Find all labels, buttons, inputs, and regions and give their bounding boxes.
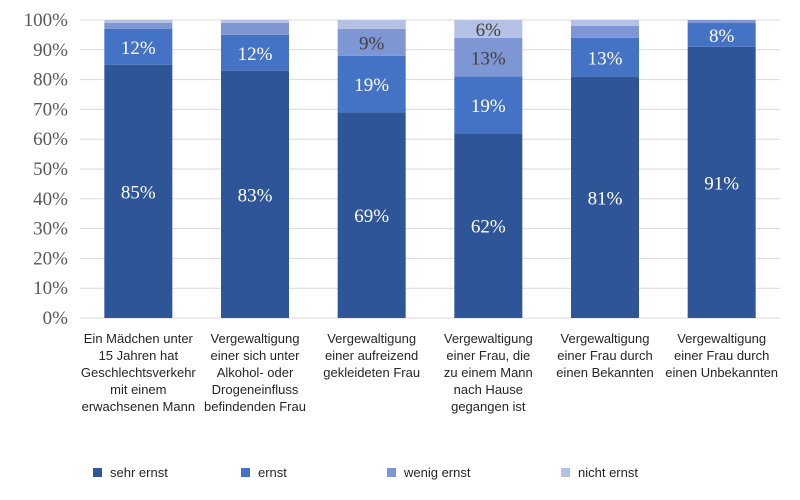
x-category-label: Vergewaltigung einer sich unter Alkohol- o… xyxy=(204,331,306,414)
data-label: 81% xyxy=(588,188,623,209)
data-label: 19% xyxy=(354,75,389,96)
y-tick-label: 80% xyxy=(33,70,68,91)
gridlines xyxy=(80,19,780,319)
x-category-label: Vergewaltigung einer Frau durch einen Beka… xyxy=(556,331,654,380)
data-label: 13% xyxy=(588,48,623,69)
legend-label: nicht ernst xyxy=(578,465,638,480)
x-category-label: Vergewaltigung einer Frau, die zu einem Ma… xyxy=(444,331,533,414)
legend-swatch xyxy=(561,468,570,477)
x-axis: Ein Mädchen unter 15 Jahren hat Geschlecht… xyxy=(81,331,778,414)
bar-segment xyxy=(454,133,523,318)
bar-segment xyxy=(221,22,289,35)
legend-label: ernst xyxy=(258,465,287,480)
data-label: 6% xyxy=(476,20,502,41)
bar-segment xyxy=(104,20,173,23)
bars: 85% 12% 83% 12% 69% 19% 9% 62% 19% 13% 6% 81% 13% 91%… xyxy=(104,20,756,319)
bar-segment xyxy=(571,76,639,319)
bar-segment xyxy=(221,34,289,71)
x-category-label: Vergewaltigung einer aufreizend gekleidete… xyxy=(323,331,420,380)
x-category-label: Ein Mädchen unter 15 Jahren hat Geschlecht… xyxy=(81,331,197,414)
data-label: 83% xyxy=(238,185,273,206)
y-tick-label: 30% xyxy=(33,219,68,240)
legend-swatch xyxy=(93,468,102,477)
data-label: 9% xyxy=(359,33,385,54)
data-label: 8% xyxy=(709,26,735,47)
y-tick-label: 0% xyxy=(43,308,69,329)
bar-segment xyxy=(687,46,756,318)
y-tick-label: 40% xyxy=(33,189,68,210)
y-tick-label: 100% xyxy=(24,10,69,31)
x-category-label: Vergewaltigung einer Frau durch einen Unbe… xyxy=(665,331,778,380)
bar-segment xyxy=(571,25,639,38)
bar-segment xyxy=(104,22,173,29)
bar-segment xyxy=(571,37,639,77)
y-tick-label: 50% xyxy=(33,159,68,180)
legend-swatch xyxy=(241,468,250,477)
data-label: 12% xyxy=(121,38,156,59)
bar-segment xyxy=(104,28,173,65)
data-label: 19% xyxy=(471,96,506,117)
bar-segment xyxy=(454,76,523,134)
y-tick-label: 90% xyxy=(33,40,68,61)
y-tick-label: 70% xyxy=(33,99,68,120)
bar-segment xyxy=(221,70,289,318)
legend-label: wenig ernst xyxy=(403,465,471,480)
legend: sehr ernst ernst wenig ernst nicht ernst xyxy=(93,465,638,480)
bar-segment xyxy=(337,112,406,318)
y-tick-label: 60% xyxy=(33,129,68,150)
bar-segment xyxy=(687,20,756,23)
data-label: 85% xyxy=(121,182,156,203)
bar-segment xyxy=(337,20,406,29)
data-label: 13% xyxy=(471,48,506,69)
data-label: 91% xyxy=(704,173,739,194)
legend-swatch xyxy=(387,468,396,477)
bar-segment xyxy=(337,55,406,113)
legend-label: sehr ernst xyxy=(110,465,168,480)
y-tick-label: 20% xyxy=(33,248,68,269)
bar-segment xyxy=(454,37,523,77)
data-label: 69% xyxy=(354,206,389,227)
bar-segment xyxy=(454,20,523,38)
bar-segment xyxy=(221,20,289,23)
y-tick-label: 10% xyxy=(33,278,68,299)
y-axis: 0% 10% 20% 30% 40% 50% 60% 70% 80% 90% 100% xyxy=(24,10,69,329)
bar-segment xyxy=(571,20,639,26)
data-label: 62% xyxy=(471,217,506,238)
bar-segment xyxy=(687,22,756,47)
bar-segment xyxy=(104,64,173,318)
bar-segment xyxy=(337,28,406,56)
data-label: 12% xyxy=(238,44,273,65)
